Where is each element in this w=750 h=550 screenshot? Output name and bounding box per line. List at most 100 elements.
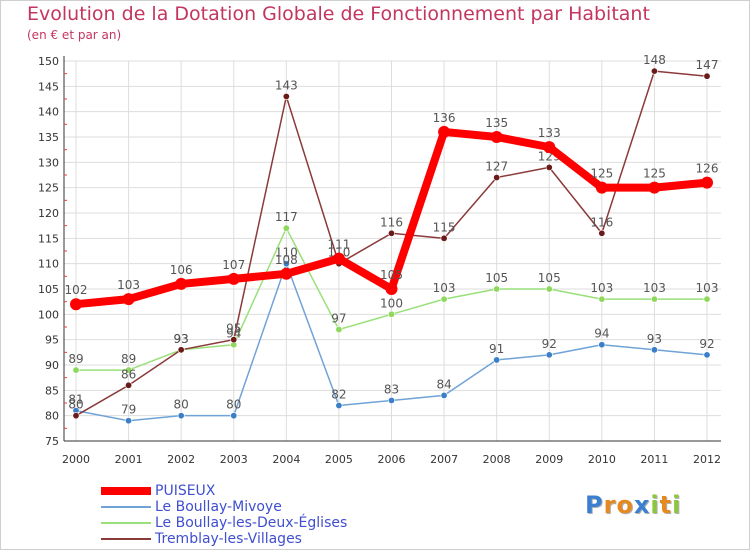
data-label-tremblay-les-villages: 148	[643, 53, 666, 67]
data-point-puiseux	[543, 141, 556, 154]
data-label-tremblay-les-villages: 95	[226, 322, 241, 336]
logo-letter: r	[603, 491, 617, 519]
data-point-puiseux	[438, 125, 451, 138]
data-label-puiseux: 103	[117, 278, 140, 292]
data-label-le-boullay-les-deux-eglises: 89	[68, 352, 83, 366]
data-label-tremblay-les-villages: 143	[275, 78, 298, 92]
data-point-puiseux	[385, 283, 398, 295]
data-point-tremblay-les-villages	[493, 174, 501, 182]
data-label-tremblay-les-villages: 116	[380, 215, 403, 229]
data-label-tremblay-les-villages: 86	[121, 367, 136, 381]
data-point-le-boullay-les-deux-eglises	[493, 285, 501, 293]
data-point-puiseux	[595, 181, 608, 194]
data-point-tremblay-les-villages	[125, 381, 133, 389]
data-point-le-boullay-mivoye	[545, 351, 553, 359]
data-label-puiseux: 136	[433, 111, 456, 125]
data-label-le-boullay-les-deux-eglises: 100	[380, 296, 403, 310]
data-label-puiseux: 135	[485, 116, 508, 130]
data-point-le-boullay-les-deux-eglises	[282, 224, 290, 232]
data-label-puiseux: 105	[380, 268, 403, 282]
data-label-le-boullay-les-deux-eglises: 105	[538, 271, 561, 285]
x-tick-label: 2002	[167, 453, 195, 466]
data-label-le-boullay-mivoye: 92	[542, 337, 557, 351]
y-tick-label: 110	[38, 258, 59, 271]
data-point-le-boullay-mivoye	[650, 346, 658, 354]
x-tick-label: 2009	[535, 453, 563, 466]
legend-label: Tremblay-les-Villages	[155, 531, 302, 547]
data-label-le-boullay-mivoye: 80	[174, 398, 189, 412]
y-tick-label: 80	[45, 410, 59, 423]
data-label-puiseux: 126	[696, 162, 719, 176]
data-point-tremblay-les-villages	[177, 346, 185, 354]
x-tick-label: 2003	[220, 453, 248, 466]
data-label-tremblay-les-villages: 115	[433, 220, 456, 234]
data-point-puiseux	[122, 293, 135, 306]
data-point-tremblay-les-villages	[650, 67, 658, 75]
data-point-puiseux	[175, 277, 188, 290]
data-point-puiseux	[701, 176, 713, 189]
data-label-puiseux: 108	[275, 253, 298, 267]
y-tick-label: 125	[38, 182, 59, 195]
data-label-le-boullay-les-deux-eglises: 103	[643, 281, 666, 295]
data-label-puiseux: 133	[538, 126, 561, 140]
data-point-tremblay-les-villages	[703, 72, 711, 80]
data-point-puiseux	[227, 272, 240, 285]
data-point-le-boullay-mivoye	[125, 417, 133, 425]
data-point-le-boullay-mivoye	[440, 391, 448, 399]
data-point-tremblay-les-villages	[387, 229, 395, 237]
data-label-tremblay-les-villages: 93	[174, 332, 189, 346]
x-tick-label: 2010	[588, 453, 616, 466]
data-label-puiseux: 111	[327, 238, 350, 252]
data-label-le-boullay-mivoye: 81	[68, 393, 83, 407]
x-tick-label: 2000	[62, 453, 90, 466]
data-label-le-boullay-mivoye: 91	[489, 342, 504, 356]
data-point-tremblay-les-villages	[440, 234, 448, 242]
data-point-tremblay-les-villages	[72, 412, 80, 420]
data-label-puiseux: 125	[643, 167, 666, 181]
proxiti-logo: Proxiti	[585, 491, 681, 519]
data-label-puiseux: 107	[222, 258, 245, 272]
logo-letter: i	[672, 491, 682, 519]
chart-title: Evolution de la Dotation Globale de Fonc…	[27, 3, 650, 25]
x-tick-label: 2001	[115, 453, 143, 466]
data-point-le-boullay-mivoye	[230, 412, 238, 420]
y-tick-label: 105	[38, 283, 59, 296]
data-label-le-boullay-les-deux-eglises: 103	[696, 281, 719, 295]
data-point-le-boullay-les-deux-eglises	[545, 285, 553, 293]
x-tick-label: 2012	[693, 453, 721, 466]
data-label-le-boullay-mivoye: 79	[121, 403, 136, 417]
y-tick-label: 95	[45, 334, 59, 347]
data-point-le-boullay-mivoye	[282, 260, 290, 268]
y-tick-label: 150	[38, 55, 59, 68]
data-label-le-boullay-les-deux-eglises: 94	[226, 327, 241, 341]
data-point-le-boullay-les-deux-eglises	[72, 366, 80, 374]
legend-label: Le Boullay-les-Deux-Églises	[155, 515, 348, 531]
y-tick-label: 140	[38, 106, 59, 119]
data-label-le-boullay-les-deux-eglises: 103	[433, 281, 456, 295]
logo-letter: x	[633, 491, 651, 519]
y-tick-label: 145	[38, 80, 59, 93]
data-point-puiseux	[332, 252, 345, 265]
data-label-tremblay-les-villages: 127	[485, 160, 508, 174]
chart-subtitle: (en € et par an)	[27, 28, 122, 42]
data-label-le-boullay-mivoye: 80	[226, 398, 241, 412]
data-label-le-boullay-mivoye: 84	[436, 377, 451, 391]
data-point-tremblay-les-villages	[230, 336, 238, 344]
logo-letter: i	[650, 491, 660, 519]
data-label-le-boullay-les-deux-eglises: 103	[590, 281, 613, 295]
data-point-le-boullay-les-deux-eglises	[703, 295, 711, 303]
data-point-le-boullay-les-deux-eglises	[125, 366, 133, 374]
data-label-tremblay-les-villages: 116	[590, 215, 613, 229]
legend-label: Le Boullay-Mivoye	[155, 499, 282, 515]
data-label-le-boullay-les-deux-eglises: 97	[331, 312, 346, 326]
y-tick-label: 120	[38, 207, 59, 220]
data-point-puiseux	[70, 298, 82, 311]
data-label-le-boullay-les-deux-eglises: 89	[121, 352, 136, 366]
data-point-puiseux	[280, 267, 293, 280]
data-label-tremblay-les-villages: 80	[68, 398, 83, 412]
data-label-le-boullay-mivoye: 110	[275, 246, 298, 260]
data-label-le-boullay-les-deux-eglises: 117	[275, 210, 298, 224]
legend-swatch	[101, 487, 151, 495]
data-point-tremblay-les-villages	[545, 163, 553, 171]
data-point-puiseux	[648, 181, 661, 194]
